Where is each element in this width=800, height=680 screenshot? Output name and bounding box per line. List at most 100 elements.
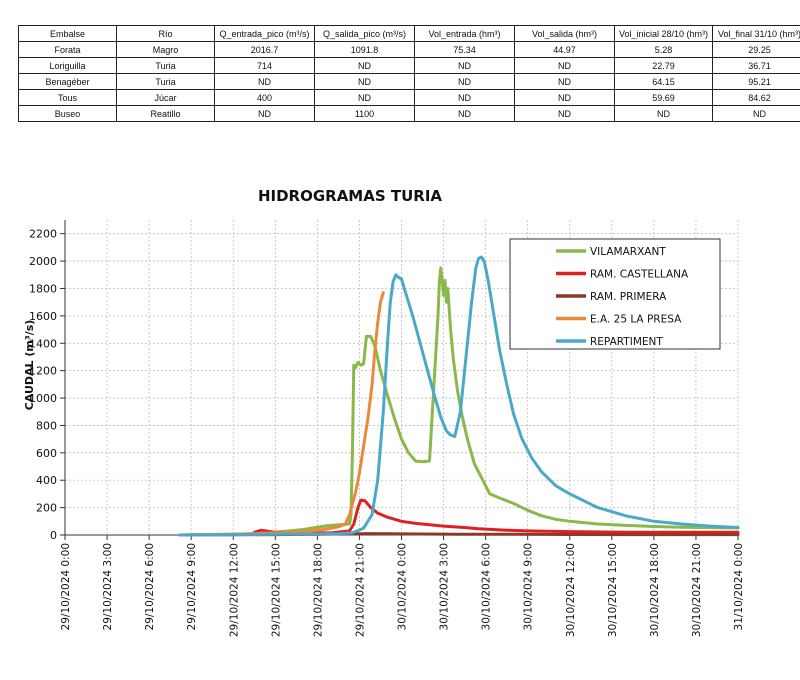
table-header-row: Embalse Río Q_entrada_pico (m³/s) Q_salida_…: [18, 25, 800, 42]
table-cell: Turia: [116, 73, 215, 90]
y-tick-label: 600: [36, 447, 57, 460]
table-header-cell: Vol_entrada (hm³): [414, 25, 515, 42]
table-cell: ND: [712, 105, 800, 122]
legend-label: REPARTIMENT: [590, 336, 663, 348]
table-header-cell: Vol_final 31/10 (hm³): [712, 25, 800, 42]
table-cell: Júcar: [116, 89, 215, 106]
legend-label: RAM. PRIMERA: [590, 291, 667, 303]
table-header-cell: Q_entrada_pico (m³/s): [214, 25, 315, 42]
axis-layer: 0 200 400 600 800 1000 1200 1400 1600 1800 2000 220…: [29, 220, 745, 637]
table-row: Loriguilla Turia 714 ND ND ND 22.79 36.71: [18, 57, 800, 74]
y-tick-label: 1600: [29, 310, 57, 323]
table-cell: Magro: [116, 41, 215, 58]
series-layer: [178, 255, 740, 537]
y-tick-label: 1000: [29, 392, 57, 405]
table-cell: ND: [314, 89, 415, 106]
x-tick-label: 30/10/2024 6:00: [481, 543, 493, 630]
x-tick-label: 29/10/2024 0:00: [60, 543, 72, 630]
legend-label: RAM. CASTELLANA: [590, 269, 689, 281]
chart-title: HIDROGRAMAS TURIA: [258, 187, 442, 205]
table-cell: 5.28: [614, 41, 713, 58]
table-row: Buseo Reatillo ND 1100 ND ND ND ND: [18, 105, 800, 122]
table-cell: 75.34: [414, 41, 515, 58]
table-cell: 714: [214, 57, 315, 74]
table-cell: Buseo: [18, 105, 117, 122]
table-cell: ND: [214, 73, 315, 90]
table-cell: ND: [314, 57, 415, 74]
table-body: Forata Magro 2016.7 1091.8 75.34 44.97 5.28 29.…: [18, 41, 800, 122]
x-tick-label: 29/10/2024 3:00: [102, 543, 114, 630]
table-cell: ND: [514, 73, 615, 90]
table-cell: Forata: [18, 41, 117, 58]
y-tick-label: 1400: [29, 337, 57, 350]
y-tick-label: 200: [36, 502, 57, 515]
table-cell: 36.71: [712, 57, 800, 74]
table-cell: 22.79: [614, 57, 713, 74]
table-header-cell: Q_salida_pico (m³/s): [314, 25, 415, 42]
table-cell: 400: [214, 89, 315, 106]
legend-label: VILAMARXANT: [590, 246, 666, 258]
x-tick-label: 29/10/2024 6:00: [144, 543, 156, 630]
x-tick-label: 29/10/2024 9:00: [186, 543, 198, 630]
chart-legend: VILAMARXANT RAM. CASTELLANA RAM. PRIMERA E.…: [509, 238, 721, 350]
y-tick-label: 0: [50, 529, 57, 542]
x-tick-label: 30/10/2024 18:00: [649, 543, 661, 637]
series-line-vilamarxant: [178, 266, 740, 537]
y-tick-label: 1800: [29, 282, 57, 295]
table-cell: 2016.7: [214, 41, 315, 58]
x-tick-label: 30/10/2024 3:00: [439, 543, 451, 630]
legend-box: [509, 238, 721, 350]
table-header-cell: Vol_salida (hm³): [514, 25, 615, 42]
table-header-cell: Río: [116, 25, 215, 42]
table-cell: 64.15: [614, 73, 713, 90]
table-cell: Reatillo: [116, 105, 215, 122]
table-cell: Loriguilla: [18, 57, 117, 74]
x-tick-label: 29/10/2024 15:00: [270, 543, 282, 637]
table-cell: 1091.8: [314, 41, 415, 58]
y-tick-label: 2200: [29, 228, 57, 241]
table-cell: 29.25: [712, 41, 800, 58]
table-cell: ND: [414, 105, 515, 122]
x-tick-label: 29/10/2024 18:00: [312, 543, 324, 637]
table-cell: 59.69: [614, 89, 713, 106]
x-tick-label: 30/10/2024 0:00: [397, 543, 409, 630]
y-tick-label: 400: [36, 474, 57, 487]
x-tick-label: 31/10/2024 0:00: [733, 543, 745, 630]
reservoir-table: Embalse Río Q_entrada_pico (m³/s) Q_salida_…: [18, 25, 800, 122]
table-cell: ND: [614, 105, 713, 122]
x-tick-label: 30/10/2024 21:00: [691, 543, 703, 637]
table-cell: ND: [314, 73, 415, 90]
table-row: Benagéber Turia ND ND ND ND 64.15 95.21: [18, 73, 800, 90]
table-cell: 1100: [314, 105, 415, 122]
x-tick-label: 30/10/2024 9:00: [523, 543, 535, 630]
table-cell: Tous: [18, 89, 117, 106]
table-cell: ND: [214, 105, 315, 122]
table-cell: ND: [514, 57, 615, 74]
y-tick-label: 800: [36, 419, 57, 432]
table-cell: Benagéber: [18, 73, 117, 90]
table-cell: ND: [414, 89, 515, 106]
table-cell: 95.21: [712, 73, 800, 90]
y-tick-label: 2000: [29, 255, 57, 268]
reservoir-table-container: Embalse Río Q_entrada_pico (m³/s) Q_salida_…: [18, 25, 800, 122]
y-tick-label: 1200: [29, 365, 57, 378]
table-header-cell: Vol_inicial 28/10 (hm³): [614, 25, 713, 42]
y-axis-label: CAUDAL (m³/s): [23, 320, 36, 411]
table-row: Forata Magro 2016.7 1091.8 75.34 44.97 5.28 29.…: [18, 41, 800, 58]
series-line-repartiment: [178, 255, 740, 537]
hydrograph-chart: HIDROGRAMAS TURIA 0 200 400 600 800 1000 1200 1…: [23, 187, 745, 637]
series-line-e-a-25-la-presa: [178, 291, 385, 537]
table-row: Tous Júcar 400 ND ND ND 59.69 84.62: [18, 89, 800, 106]
x-tick-label: 29/10/2024 12:00: [228, 543, 240, 637]
table-cell: ND: [414, 57, 515, 74]
table-cell: ND: [514, 89, 615, 106]
table-cell: ND: [414, 73, 515, 90]
table-cell: 84.62: [712, 89, 800, 106]
x-tick-label: 29/10/2024 21:00: [354, 543, 366, 637]
x-tick-label: 30/10/2024 15:00: [607, 543, 619, 637]
table-cell: 44.97: [514, 41, 615, 58]
table-header-cell: Embalse: [18, 25, 117, 42]
x-tick-label: 30/10/2024 12:00: [565, 543, 577, 637]
table-cell: ND: [514, 105, 615, 122]
table-cell: Turia: [116, 57, 215, 74]
